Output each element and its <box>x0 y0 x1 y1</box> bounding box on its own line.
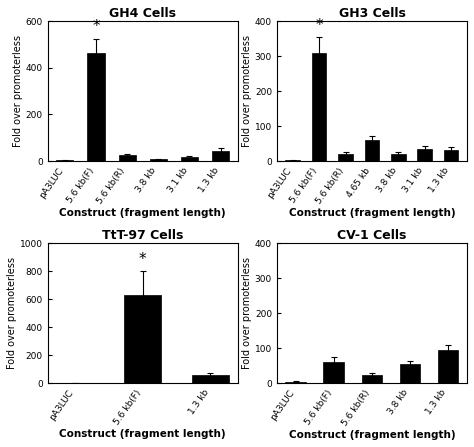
Title: GH3 Cells: GH3 Cells <box>338 7 405 20</box>
Bar <box>56 160 73 161</box>
Y-axis label: Fold over promoterless: Fold over promoterless <box>7 257 17 369</box>
Bar <box>365 140 379 161</box>
Bar <box>444 150 458 161</box>
Bar <box>212 151 229 161</box>
Bar <box>362 375 383 383</box>
Text: *: * <box>92 19 100 34</box>
X-axis label: Construct (fragment length): Construct (fragment length) <box>59 208 226 218</box>
Y-axis label: Fold over promoterless: Fold over promoterless <box>242 257 252 369</box>
Bar <box>285 160 300 161</box>
Y-axis label: Fold over promoterless: Fold over promoterless <box>242 35 252 147</box>
Bar <box>438 350 458 383</box>
Bar <box>150 159 167 161</box>
Title: TtT-97 Cells: TtT-97 Cells <box>102 229 183 242</box>
Bar <box>192 375 229 383</box>
Bar <box>181 157 198 161</box>
Y-axis label: Fold over promoterless: Fold over promoterless <box>13 35 23 147</box>
Title: CV-1 Cells: CV-1 Cells <box>337 229 407 242</box>
Bar <box>312 53 327 161</box>
Title: GH4 Cells: GH4 Cells <box>109 7 176 20</box>
Bar <box>323 362 345 383</box>
Text: *: * <box>139 252 146 267</box>
Bar <box>418 149 432 161</box>
Bar <box>400 364 420 383</box>
X-axis label: Construct (fragment length): Construct (fragment length) <box>289 208 455 218</box>
Text: *: * <box>315 18 323 33</box>
Bar <box>338 154 353 161</box>
X-axis label: Construct (fragment length): Construct (fragment length) <box>289 430 455 440</box>
Bar <box>118 155 136 161</box>
Bar <box>285 381 306 383</box>
Bar <box>391 154 406 161</box>
Bar <box>124 295 161 383</box>
Bar <box>87 53 105 161</box>
X-axis label: Construct (fragment length): Construct (fragment length) <box>59 429 226 439</box>
